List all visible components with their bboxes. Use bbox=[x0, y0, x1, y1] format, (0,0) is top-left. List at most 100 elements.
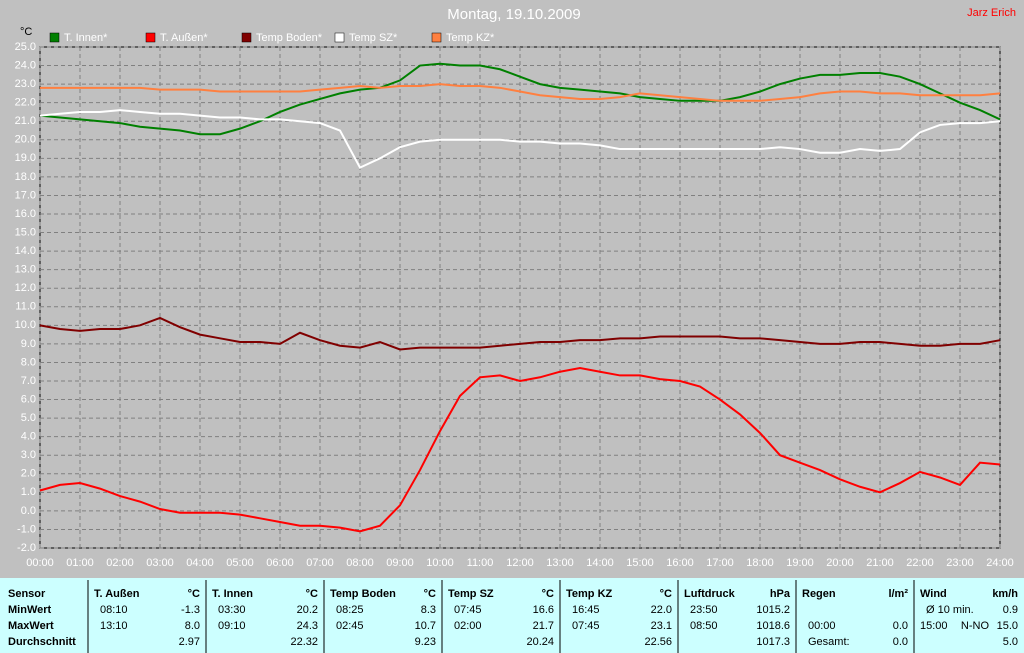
row-label: Durchschnitt bbox=[8, 636, 76, 648]
y-tick-label: 7.0 bbox=[21, 375, 36, 387]
y-tick-label: 15.0 bbox=[15, 226, 36, 238]
legend-swatch bbox=[431, 32, 442, 43]
y-tick-label: 9.0 bbox=[21, 338, 36, 350]
cell: 1018.6 bbox=[756, 620, 790, 632]
x-tick-label: 15:00 bbox=[626, 557, 654, 569]
cell: 22.56 bbox=[644, 636, 672, 648]
y-tick-label: 5.0 bbox=[21, 412, 36, 424]
x-tick-label: 10:00 bbox=[426, 557, 454, 569]
col-header: Wind bbox=[920, 588, 947, 600]
series-line bbox=[40, 83, 1001, 102]
cell: 10.7 bbox=[415, 620, 436, 632]
series-line bbox=[39, 62, 1001, 136]
table-bg bbox=[0, 578, 1024, 653]
cell: 21.7 bbox=[533, 620, 554, 632]
legend-swatch bbox=[241, 32, 252, 43]
y-axis-label: °C bbox=[20, 26, 32, 38]
x-tick-label: 18:00 bbox=[746, 557, 774, 569]
y-tick-label: 17.0 bbox=[15, 189, 36, 201]
x-tick-label: 11:00 bbox=[467, 557, 494, 569]
x-tick-label: 00:00 bbox=[26, 557, 54, 569]
x-tick-label: 14:00 bbox=[586, 557, 614, 569]
x-tick-label: 21:00 bbox=[866, 557, 894, 569]
cell: 5.0 bbox=[1003, 636, 1018, 648]
col-header: T. Außen bbox=[94, 588, 140, 600]
row-label: Sensor bbox=[8, 588, 46, 600]
legend-label: T. Außen* bbox=[160, 32, 208, 44]
x-tick-label: 19:00 bbox=[786, 557, 814, 569]
y-tick-label: 16.0 bbox=[15, 208, 36, 220]
col-unit: °C bbox=[306, 588, 318, 600]
cell: 07:45 bbox=[572, 620, 600, 632]
cell: 16.6 bbox=[533, 604, 554, 616]
cell: 1017.3 bbox=[756, 636, 790, 648]
col-header: Temp SZ bbox=[448, 588, 494, 600]
cell: 20.24 bbox=[526, 636, 554, 648]
y-tick-label: 13.0 bbox=[15, 264, 36, 276]
x-tick-label: 20:00 bbox=[826, 557, 854, 569]
y-tick-label: 24.0 bbox=[15, 59, 36, 71]
col-header: Luftdruck bbox=[684, 588, 736, 600]
col-unit: °C bbox=[424, 588, 436, 600]
cell: 15.0 bbox=[997, 620, 1018, 632]
col-unit: l/m² bbox=[888, 588, 908, 600]
x-tick-label: 22:00 bbox=[906, 557, 934, 569]
y-tick-label: 22.0 bbox=[15, 97, 36, 109]
x-tick-label: 08:00 bbox=[346, 557, 374, 569]
series-line bbox=[39, 109, 1001, 169]
cell: 24.3 bbox=[297, 620, 318, 632]
y-tick-label: 3.0 bbox=[21, 449, 36, 461]
x-tick-label: 01:00 bbox=[66, 557, 94, 569]
x-tick-label: 09:00 bbox=[386, 557, 414, 569]
col-header: Temp KZ bbox=[566, 588, 613, 600]
y-tick-label: 14.0 bbox=[15, 245, 36, 257]
y-tick-label: 23.0 bbox=[15, 78, 36, 90]
x-tick-label: 07:00 bbox=[306, 557, 334, 569]
y-tick-label: 11.0 bbox=[15, 301, 36, 313]
chart-bg bbox=[0, 0, 1024, 578]
y-tick-label: 10.0 bbox=[15, 319, 36, 331]
y-tick-label: 2.0 bbox=[21, 468, 36, 480]
legend-label: Temp Boden* bbox=[256, 32, 323, 44]
series-line bbox=[39, 366, 1001, 533]
cell: 23:50 bbox=[690, 604, 718, 616]
y-tick-label: 18.0 bbox=[15, 171, 36, 183]
y-tick-label: -1.0 bbox=[17, 523, 36, 535]
col-unit: °C bbox=[542, 588, 554, 600]
y-tick-label: 4.0 bbox=[21, 431, 36, 443]
y-tick-label: 19.0 bbox=[15, 152, 36, 164]
cell: 2.97 bbox=[179, 636, 200, 648]
cell: 08:50 bbox=[690, 620, 718, 632]
cell: 0.9 bbox=[1003, 604, 1018, 616]
cell: 02:45 bbox=[336, 620, 364, 632]
y-tick-label: 6.0 bbox=[21, 393, 36, 405]
legend-label: T. Innen* bbox=[64, 32, 108, 44]
cell: 02:00 bbox=[454, 620, 482, 632]
row-label: MaxWert bbox=[8, 620, 54, 632]
x-tick-label: 13:00 bbox=[546, 557, 574, 569]
y-tick-label: 1.0 bbox=[21, 486, 36, 498]
cell: 00:00 bbox=[808, 620, 836, 632]
x-tick-label: 06:00 bbox=[266, 557, 294, 569]
y-tick-label: 12.0 bbox=[15, 282, 36, 294]
x-tick-label: 23:00 bbox=[946, 557, 974, 569]
cell: -1.3 bbox=[181, 604, 200, 616]
row-label: MinWert bbox=[8, 604, 52, 616]
legend-swatch bbox=[145, 32, 156, 43]
col-header: Regen bbox=[802, 588, 836, 600]
col-unit: °C bbox=[660, 588, 672, 600]
y-tick-label: -2.0 bbox=[17, 542, 36, 554]
col-unit: km/h bbox=[992, 588, 1018, 600]
legend-label: Temp SZ* bbox=[349, 32, 398, 44]
cell: 08:10 bbox=[100, 604, 128, 616]
series-line bbox=[39, 316, 1001, 351]
legend-swatch bbox=[334, 32, 345, 43]
cell: 09:10 bbox=[218, 620, 246, 632]
x-tick-label: 02:00 bbox=[106, 557, 134, 569]
cell: 16:45 bbox=[572, 604, 600, 616]
x-tick-label: 16:00 bbox=[666, 557, 694, 569]
cell: 0.0 bbox=[893, 620, 908, 632]
cell: 08:25 bbox=[336, 604, 364, 616]
cell: 20.2 bbox=[297, 604, 318, 616]
